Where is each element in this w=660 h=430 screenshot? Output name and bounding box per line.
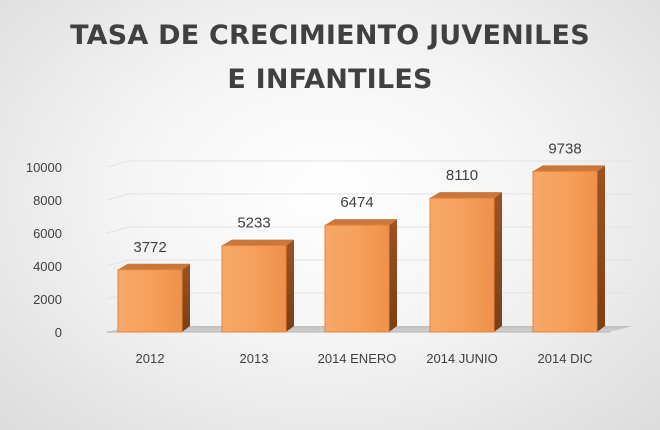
bar-side xyxy=(597,165,605,332)
bar-2014-junio xyxy=(429,192,502,333)
bar-front xyxy=(117,269,183,333)
data-label: 3772 xyxy=(133,239,166,256)
bar-top xyxy=(118,263,190,270)
bar-front xyxy=(324,224,390,333)
bar-2013 xyxy=(221,239,294,333)
y-tick-label: 10000 xyxy=(26,160,62,175)
x-tick-label: 2014 DIC xyxy=(538,351,593,366)
bar-top xyxy=(222,239,294,246)
data-label: 6474 xyxy=(340,194,373,211)
y-tick-label: 0 xyxy=(55,325,62,340)
bar-side xyxy=(389,219,397,332)
bar-2014-enero xyxy=(324,219,397,333)
bar-front xyxy=(221,245,287,333)
bar-front xyxy=(532,170,598,333)
data-label: 5233 xyxy=(237,215,270,232)
y-tick-label: 8000 xyxy=(33,193,62,208)
y-tick-label: 6000 xyxy=(33,226,62,241)
bar-side xyxy=(494,192,502,332)
bar-top xyxy=(533,165,605,172)
gridline xyxy=(106,160,632,168)
data-label: 9738 xyxy=(548,140,581,157)
bar-top xyxy=(430,192,502,199)
bar-front xyxy=(429,197,495,333)
x-tick-label: 2013 xyxy=(240,351,269,366)
x-tick-label: 2014 JUNIO xyxy=(426,351,498,366)
bar-top xyxy=(325,219,397,226)
bar-2014-dic xyxy=(532,165,605,333)
chart-title: TASA DE CRECIMIENTO JUVENILES E INFANTIL… xyxy=(70,20,590,95)
bar-2012 xyxy=(117,263,190,333)
y-tick-label: 2000 xyxy=(33,292,62,307)
y-tick-label: 4000 xyxy=(33,259,62,274)
bar-side xyxy=(286,239,294,332)
x-tick-label: 2012 xyxy=(136,351,165,366)
data-label: 8110 xyxy=(446,167,478,184)
bar-side xyxy=(182,263,190,332)
x-tick-label: 2014 ENERO xyxy=(318,351,397,366)
